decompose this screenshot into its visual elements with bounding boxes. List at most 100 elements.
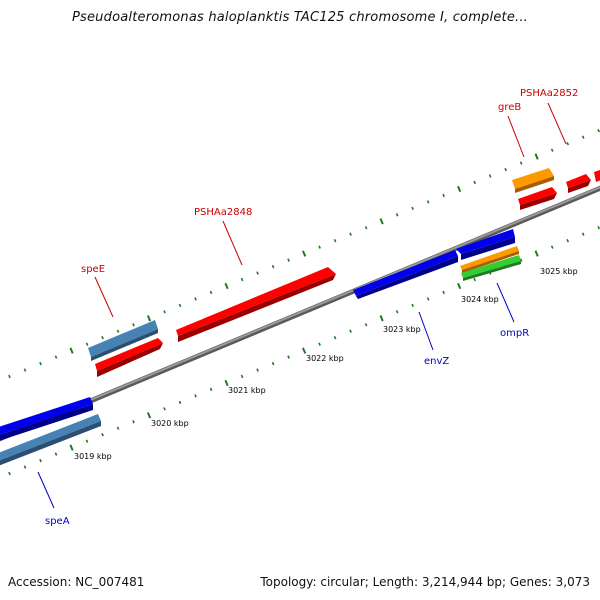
tick-mark	[224, 282, 229, 290]
label-greB[interactable]: greB	[498, 102, 521, 113]
gene-PSHAa2852[interactable]	[566, 166, 600, 193]
track-ticks-upper	[8, 128, 600, 379]
gene-ompR[interactable]	[456, 229, 515, 260]
scale-label-3024: 3024 kbp	[461, 295, 499, 304]
gene-speA-shade	[0, 421, 101, 466]
tick-mark	[240, 277, 244, 282]
tick-mark	[349, 232, 352, 236]
tick-mark	[301, 250, 307, 257]
gene-PSHAa2852-shade	[568, 180, 591, 193]
tick-mark	[411, 206, 414, 211]
tick-mark	[8, 374, 11, 379]
gene-red-left[interactable]	[95, 338, 163, 377]
tick-mark	[457, 185, 462, 193]
leader-greB	[507, 115, 525, 158]
scale-label-3023: 3023 kbp	[383, 325, 421, 334]
tick-mark	[240, 374, 244, 379]
gene-ompR-shape	[456, 229, 515, 254]
gene-envZ-shape	[353, 250, 458, 296]
tick-mark	[287, 355, 290, 359]
gene-PSHAa2848-shade	[178, 274, 336, 342]
gene-blue-left[interactable]	[0, 397, 93, 447]
tick-mark	[442, 290, 445, 295]
label-PSHAa2848[interactable]: PSHAa2848	[194, 207, 252, 218]
gene-envZ[interactable]	[353, 250, 458, 299]
tick-mark	[287, 258, 290, 262]
tick-mark	[457, 282, 462, 290]
tick-mark	[54, 355, 58, 359]
gene-orange-ompR[interactable]	[460, 246, 519, 273]
scale-label-3021: 3021 kbp	[228, 386, 266, 395]
tick-mark	[395, 310, 399, 314]
gene-orange-ompR-shape	[460, 246, 519, 270]
tick-mark	[39, 458, 42, 463]
gene-red-greB-shade	[520, 193, 557, 210]
tick-mark	[163, 407, 166, 411]
scale-label-3020: 3020 kbp	[151, 419, 189, 428]
tick-mark	[132, 420, 135, 424]
gene-PSHAa2852-shape	[566, 174, 591, 188]
label-ompR[interactable]: ompR	[500, 328, 529, 339]
tick-mark	[116, 426, 120, 430]
gene-green-ompR-shade	[463, 261, 521, 281]
summary-label: Topology: circular; Length: 3,214,944 bp…	[260, 575, 590, 589]
tick-mark	[473, 180, 476, 185]
gene-red-left-shade	[97, 343, 163, 377]
tick-mark	[488, 174, 492, 178]
tick-mark	[194, 297, 197, 301]
gene-speE-shape	[88, 320, 158, 357]
tick-mark	[271, 361, 275, 366]
leader-envZ	[418, 311, 434, 351]
tick-mark	[85, 439, 89, 443]
tick-mark	[426, 297, 430, 301]
gene-speE[interactable]	[88, 320, 158, 361]
leader-ompR	[496, 282, 515, 323]
gene-red-greB[interactable]	[518, 187, 557, 210]
tick-mark	[69, 444, 74, 451]
label-PSHAa2852[interactable]: PSHAa2852	[520, 88, 578, 99]
gene-PSHAa2848[interactable]	[176, 267, 336, 342]
accession-label: Accession: NC_007481	[8, 575, 145, 589]
tick-mark	[85, 342, 89, 346]
gene-green-ompR[interactable]	[461, 255, 521, 281]
tick-mark	[194, 394, 197, 398]
tick-mark	[116, 329, 120, 333]
track-ticks-lower	[8, 225, 600, 476]
tick-mark	[534, 153, 539, 160]
gene-blue-left-shape	[0, 397, 93, 435]
tick-mark	[318, 342, 321, 346]
tick-mark	[349, 329, 352, 333]
label-speE[interactable]: speE	[81, 264, 105, 275]
gene-PSHAa2852-next	[594, 170, 600, 182]
tick-mark	[163, 310, 166, 314]
gene-red-left-shape	[95, 338, 163, 371]
gene-greB-shade	[515, 176, 554, 193]
tick-mark	[54, 452, 58, 456]
gene-greB-shape	[512, 168, 554, 189]
tick-mark	[146, 315, 152, 322]
label-speA[interactable]: speA	[45, 516, 70, 527]
tick-mark	[597, 128, 600, 133]
gene-red-greB-shape	[518, 187, 557, 205]
tick-mark	[395, 213, 399, 217]
tick-mark	[473, 277, 476, 282]
tick-mark	[519, 258, 523, 262]
label-envZ[interactable]: envZ	[424, 356, 449, 367]
tick-mark	[224, 379, 229, 387]
gene-speA[interactable]	[0, 414, 101, 473]
gene-greB[interactable]	[512, 168, 554, 193]
tick-mark	[442, 193, 445, 198]
gene-blue-left-shade	[0, 404, 93, 441]
tick-mark	[132, 323, 135, 327]
tick-mark	[178, 303, 182, 308]
tick-mark	[256, 368, 259, 372]
tick-mark	[178, 400, 182, 405]
tick-mark	[550, 148, 554, 152]
tick-mark	[146, 412, 152, 419]
tick-mark	[534, 250, 539, 257]
tick-mark	[411, 303, 414, 308]
tick-mark	[364, 323, 368, 327]
tick-mark	[69, 347, 74, 354]
tick-mark	[301, 347, 307, 354]
tick-mark	[209, 290, 213, 295]
